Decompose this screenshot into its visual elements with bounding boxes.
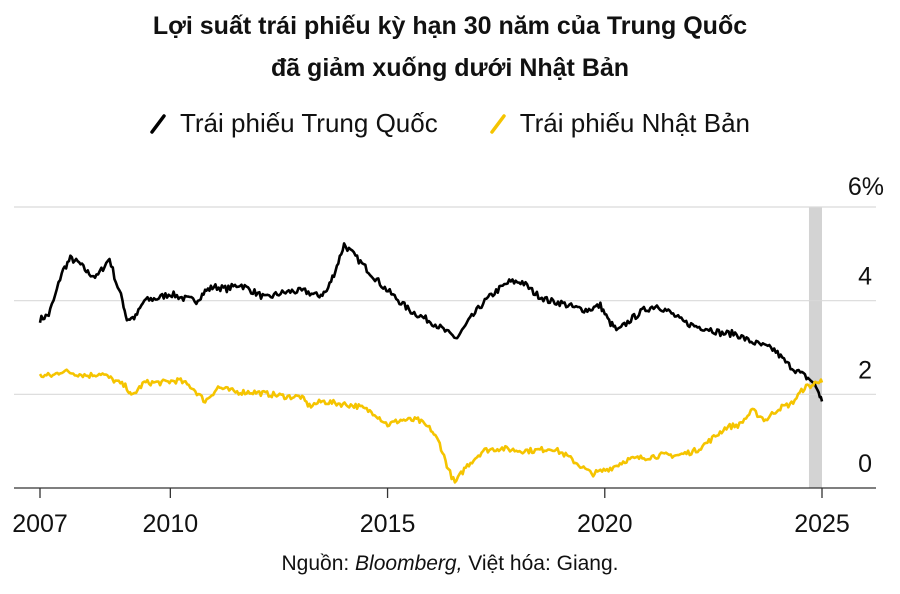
legend-swatch-china — [150, 113, 166, 134]
x-tick-label-2007: 2007 — [12, 510, 68, 538]
y-tick-label-0: 0 — [858, 450, 872, 478]
x-tick-label-2025: 2025 — [794, 510, 850, 538]
legend-item-japan: Trái phiếu Nhật Bản — [489, 108, 750, 139]
source-prefix: Nguồn: — [281, 552, 356, 575]
highlight-band — [808, 207, 822, 488]
source-name: Bloomberg, — [355, 552, 463, 575]
chart-title: Lợi suất trái phiếu kỳ hạn 30 năm của Tr… — [152, 12, 748, 40]
source-suffix: Việt hóa: Giang. — [462, 552, 619, 575]
x-tick-label-2010: 2010 — [143, 510, 199, 538]
x-tick-label-2020: 2020 — [577, 510, 633, 538]
legend-label-china: Trái phiếu Trung Quốc — [179, 108, 438, 138]
y-tick-label-6: 6% — [848, 173, 884, 201]
y-tick-label-2: 2 — [858, 356, 872, 384]
legend: Trái phiếu Trung Quốc Trái phiếu Nhật Bả… — [0, 108, 900, 139]
x-tick-label-2015: 2015 — [360, 510, 416, 538]
legend-label-japan: Trái phiếu Nhật Bản — [519, 108, 750, 138]
y-tick-label-4: 4 — [858, 263, 872, 291]
chart-subtitle: đã giảm xuống dưới Nhật Bản — [270, 54, 630, 82]
series-line-japan — [38, 368, 824, 484]
series-line-china — [38, 242, 824, 402]
legend-item-china: Trái phiếu Trung Quốc — [150, 108, 438, 139]
source-note: Nguồn: Bloomberg, Việt hóa: Giang. — [0, 552, 900, 576]
legend-swatch-japan — [489, 113, 506, 134]
